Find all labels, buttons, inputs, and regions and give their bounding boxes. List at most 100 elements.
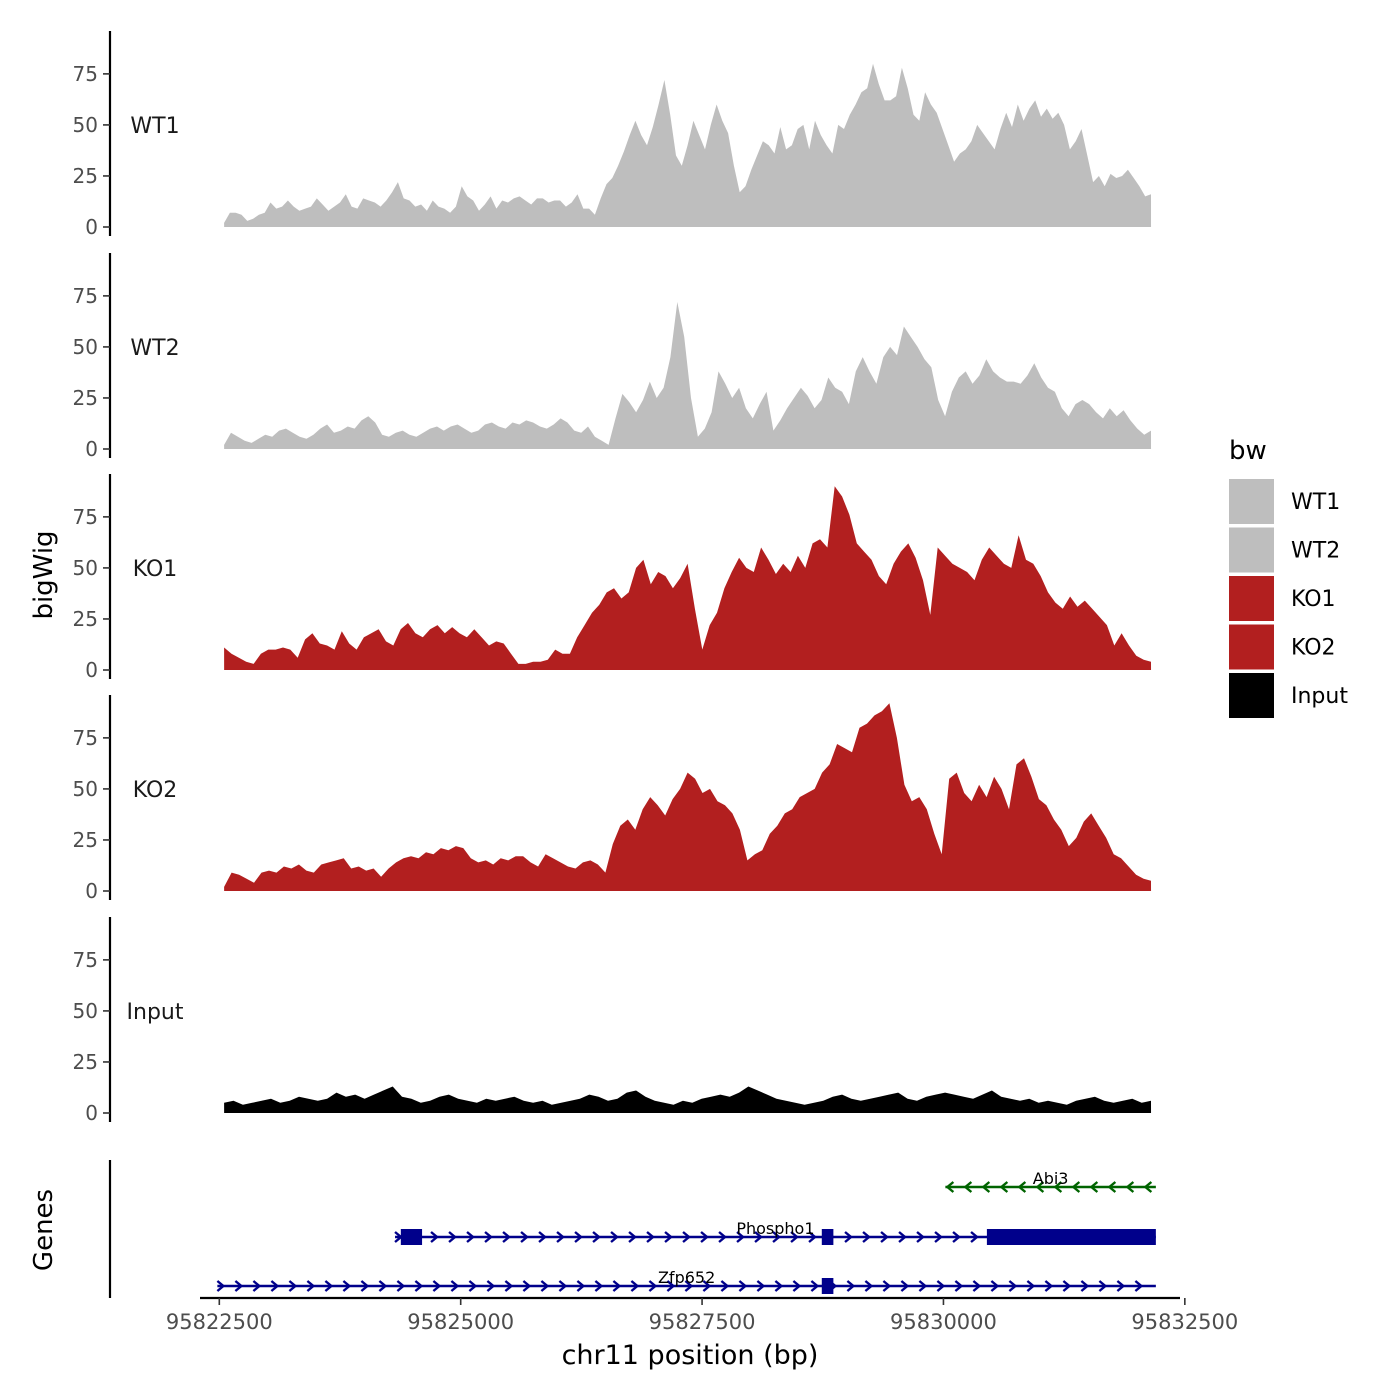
strand-arrow [934,1231,943,1243]
track-label: WT2 [130,336,179,361]
strand-arrow [556,1231,565,1243]
strand-arrow [945,1181,955,1193]
strand-arrow [324,1280,334,1292]
y-axis-title: bigWig [29,530,59,619]
genes-axis-title: Genes [29,1189,59,1271]
y-tick-label: 25 [73,386,98,410]
strand-arrow [1044,1280,1054,1292]
y-tick-label: 0 [85,215,98,239]
strand-arrow [918,1280,928,1292]
legend-swatch [1229,576,1274,621]
track-ko2: 0 25 50 75 KO2 [73,695,1152,903]
x-tick-label: 95822500 [166,1310,273,1334]
strand-arrow [846,1280,856,1292]
y-tick-label: 50 [73,999,98,1023]
strand-arrow [522,1280,532,1292]
strand-arrow [1080,1280,1090,1292]
strand-arrow [378,1280,388,1292]
strand-arrow [594,1280,604,1292]
y-tick-label: 75 [73,284,98,308]
strand-arrow [1017,1181,1027,1193]
strand-arrow [1134,1280,1144,1292]
strand-arrow [630,1280,640,1292]
strand-arrow [1116,1280,1126,1292]
track-wt1: 0 25 50 75 WT1 [73,31,1152,239]
strand-arrow [270,1280,280,1292]
strand-arrow [574,1231,583,1243]
signal-tracks: 0 25 50 75 WT1 0 25 50 75 WT2 0 25 50 75 KO1 0 25 50 75 KO2… [73,31,1152,1125]
strand-arrow [792,1280,802,1292]
strand-arrow [610,1231,619,1243]
strand-arrow [736,1231,745,1243]
strand-arrow [864,1280,874,1292]
gene-label: Zfp652 [658,1268,715,1287]
y-tick-label: 50 [73,335,98,359]
strand-arrow [936,1280,946,1292]
strand-arrow [538,1231,547,1243]
strand-arrow [772,1231,781,1243]
signal-area [224,302,1152,449]
strand-arrow [970,1231,979,1243]
strand-arrow [592,1231,601,1243]
x-axis-title: chr11 position (bp) [562,1340,819,1371]
exon [986,1229,1156,1245]
strand-arrow [1053,1181,1063,1193]
strand-arrow [981,1181,991,1193]
track-label: Input [127,1000,184,1025]
strand-arrow [952,1231,961,1243]
strand-arrow [432,1280,442,1292]
x-axis: 95822500 95825000 95827500 95830000 95832500 [166,1296,1238,1334]
signal-area [224,486,1152,670]
strand-arrow [486,1280,496,1292]
strand-arrow [628,1231,637,1243]
gene-zfp652: Zfp652 [216,1268,1156,1294]
strand-arrow [288,1280,298,1292]
strand-arrow [754,1231,763,1243]
exon [821,1229,834,1245]
strand-arrow [664,1231,673,1243]
strand-arrow [916,1231,925,1243]
signal-area [224,63,1152,228]
legend-label: KO2 [1291,636,1336,661]
strand-arrow [414,1280,424,1292]
legend-title: bw [1229,436,1267,466]
exon [821,1278,834,1294]
legend-label: WT2 [1291,539,1340,564]
legend-label: WT1 [1291,490,1340,515]
strand-arrow [502,1231,511,1243]
strand-arrow [252,1280,262,1292]
y-tick-label: 25 [73,828,98,852]
strand-arrow [756,1280,766,1292]
strand-arrow [990,1280,1000,1292]
strand-arrow [954,1280,964,1292]
strand-arrow [1008,1280,1018,1292]
strand-arrow [448,1231,457,1243]
legend-swatch [1229,479,1274,524]
x-tick-label: 95830000 [890,1310,997,1334]
strand-arrow [342,1280,352,1292]
track-wt2: 0 25 50 75 WT2 [73,253,1152,461]
strand-arrow [702,1280,712,1292]
strand-arrow [360,1280,370,1292]
strand-arrow [682,1231,691,1243]
strand-arrow [808,1231,817,1243]
strand-arrow [684,1280,694,1292]
strand-arrow [1062,1280,1072,1292]
strand-arrow [558,1280,568,1292]
strand-arrow [468,1280,478,1292]
gene-label: Abi3 [1033,1169,1069,1188]
y-tick-label: 75 [73,726,98,750]
signal-area [224,1086,1152,1113]
strand-arrow [648,1280,658,1292]
strand-arrow [466,1231,475,1243]
y-tick-label: 0 [85,879,98,903]
gene-track: Abi3 Phospho1 Zfp652 [108,1160,1156,1298]
y-tick-label: 25 [73,1050,98,1074]
y-tick-label: 50 [73,113,98,137]
strand-arrow [484,1231,493,1243]
legend-label: KO1 [1291,587,1336,612]
strand-arrow [963,1181,973,1193]
strand-arrow [612,1280,622,1292]
track-ko1: 0 25 50 75 KO1 [73,474,1152,682]
